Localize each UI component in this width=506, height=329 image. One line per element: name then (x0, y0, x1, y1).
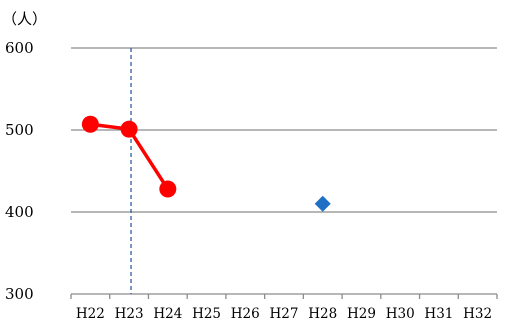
x-tick-label: H31 (424, 306, 453, 322)
series-1-point (314, 195, 331, 212)
y-tick-label: 400 (5, 203, 34, 221)
x-tick-label: H25 (192, 306, 221, 322)
gridlines (71, 47, 497, 213)
x-tick-label: H23 (115, 306, 144, 322)
series-0-point (120, 120, 138, 138)
series-0-point (159, 180, 177, 198)
x-tick-label: H27 (270, 306, 299, 322)
x-tick-label: H32 (463, 306, 492, 322)
x-tick-label: H26 (231, 306, 260, 322)
y-axis-tick-labels: 300 400 500 600 (5, 39, 34, 303)
x-tick-label: H28 (308, 306, 337, 322)
series-group (81, 115, 331, 212)
x-tick-label: H24 (153, 306, 182, 322)
y-tick-label: 500 (5, 121, 34, 139)
y-tick-label: 600 (5, 39, 34, 57)
series-0-point (81, 115, 99, 133)
x-axis: H22 H23 H24 H25 H26 H27 H28 H29 H30 H31 H32 (70, 293, 498, 322)
x-tick-label: H29 (347, 306, 376, 322)
x-tick-label: H30 (386, 306, 415, 322)
y-axis-unit-label: （人） (2, 10, 47, 28)
y-tick-label: 300 (5, 285, 34, 303)
x-tick-label: H22 (76, 306, 105, 322)
